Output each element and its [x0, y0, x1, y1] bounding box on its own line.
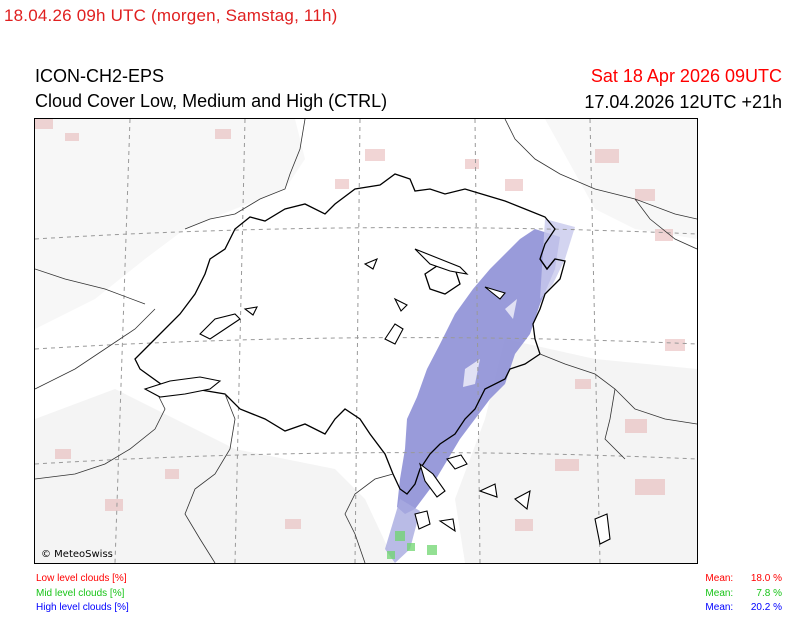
- mean-mid-label: Mean:: [705, 588, 734, 599]
- terrain-shading: [35, 119, 697, 563]
- lat-lon-grid: [35, 119, 697, 563]
- mean-mid-clouds: Mean: 7.8 %: [705, 588, 782, 599]
- map-canvas: © MeteoSwiss: [35, 119, 697, 563]
- mean-high-value: 20.2 %: [750, 602, 782, 613]
- mean-high-label: Mean:: [705, 602, 734, 613]
- lakes: [143, 248, 611, 545]
- model-name: ICON-CH2-EPS: [35, 66, 165, 86]
- region-borders: [35, 119, 697, 563]
- cloud-cover-map: © MeteoSwiss: [34, 118, 698, 564]
- run-time: 17.04.2026 12UTC +21h: [584, 92, 782, 112]
- mean-high-clouds: Mean: 20.2 %: [705, 602, 782, 613]
- map-copyright: © MeteoSwiss: [41, 549, 113, 560]
- product-title: Cloud Cover Low, Medium and High (CTRL): [35, 91, 388, 111]
- mid-cloud-layer: [387, 531, 437, 559]
- mean-low-value: 18.0 %: [750, 573, 782, 584]
- mean-low-label: Mean:: [705, 573, 734, 584]
- valid-time: Sat 18 Apr 2026 09UTC: [590, 66, 782, 86]
- legend-mid-clouds: Mid level clouds [%]: [36, 588, 125, 599]
- mean-low-clouds: Mean: 18.0 %: [705, 573, 782, 584]
- legend-high-clouds: High level clouds [%]: [36, 602, 129, 613]
- forecast-time-banner: 18.04.26 09h UTC (morgen, Samstag, 11h): [4, 6, 338, 25]
- low-cloud-layer: [35, 119, 685, 531]
- mean-mid-value: 7.8 %: [756, 588, 782, 599]
- legend-low-clouds: Low level clouds [%]: [36, 573, 127, 584]
